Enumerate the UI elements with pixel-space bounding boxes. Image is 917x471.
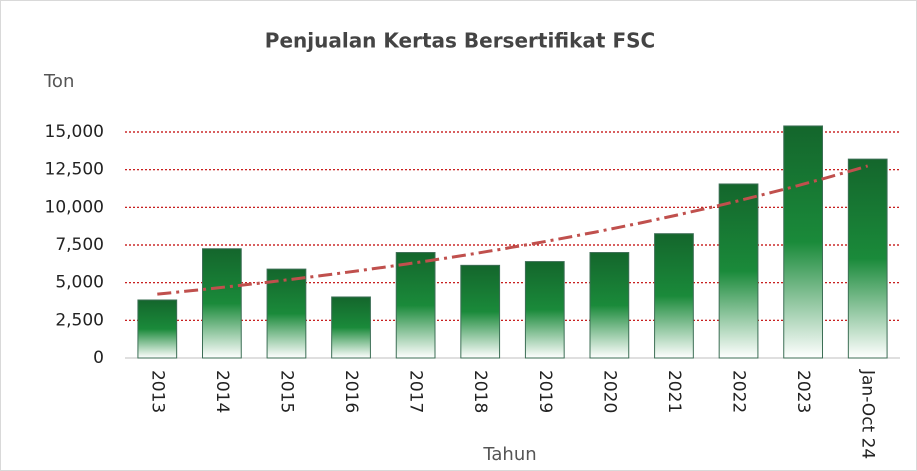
x-tick-label: 2021	[664, 370, 684, 413]
bar	[202, 248, 242, 359]
bar	[137, 299, 178, 359]
trendline	[157, 164, 869, 296]
x-tick-label: 2022	[729, 370, 749, 413]
x-tick-label: 2015	[276, 370, 296, 413]
x-tick-label: 2020	[599, 370, 619, 413]
x-tick-label: Jan-Oct 24	[858, 369, 878, 459]
y-tick-label: 2,500	[55, 310, 104, 330]
y-tick-label: 5,000	[55, 273, 104, 293]
bar	[331, 296, 371, 359]
bar	[783, 125, 823, 359]
x-tick-label: 2017	[406, 370, 426, 413]
x-tick-label: 2014	[212, 370, 232, 413]
x-tick-label: 2013	[147, 370, 167, 413]
y-tick-label: 10,000	[45, 197, 104, 217]
bar	[654, 233, 694, 359]
x-tick-label: 2019	[535, 370, 555, 413]
y-tick-label: 15,000	[45, 122, 104, 142]
bar	[460, 264, 501, 359]
y-tick-label: 12,500	[45, 160, 104, 180]
x-tick-label: 2018	[470, 370, 490, 413]
x-tick-label: 2023	[793, 370, 813, 413]
bar	[395, 252, 436, 359]
bar	[524, 261, 565, 359]
chart-title: Penjualan Kertas Bersertifikat FSC	[265, 29, 655, 53]
x-axis-label: Tahun	[482, 444, 536, 465]
y-tick-label: 7,500	[55, 235, 104, 255]
bar	[718, 183, 759, 359]
bar	[847, 158, 888, 359]
bar	[589, 252, 630, 359]
y-tick-label: 0	[93, 348, 104, 368]
bar	[266, 268, 307, 359]
x-tick-label: 2016	[341, 370, 361, 413]
y-axis-label: Ton	[43, 71, 74, 92]
